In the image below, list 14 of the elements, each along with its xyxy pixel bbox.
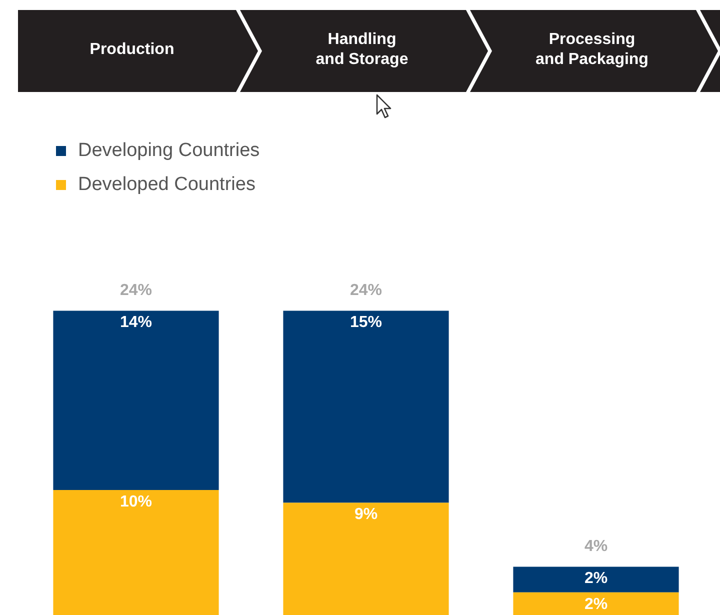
data-label: 2% — [584, 596, 608, 613]
data-label: 2% — [584, 570, 608, 588]
x-tick-label: Processing and Packaging — [534, 30, 650, 70]
total-label: 4% — [584, 538, 608, 556]
x-tick-label: Handling and Storage — [314, 30, 410, 70]
total-label: 24% — [350, 282, 382, 300]
data-label: 10% — [120, 493, 152, 510]
data-label: 15% — [350, 314, 382, 332]
legend-label: Developed Countries — [78, 174, 256, 196]
data-label: 14% — [120, 314, 152, 332]
x-tick-label: Production — [88, 40, 176, 60]
legend-label: Developing Countries — [78, 140, 260, 162]
data-label: 9% — [354, 506, 378, 524]
total-label: 24% — [120, 282, 152, 300]
